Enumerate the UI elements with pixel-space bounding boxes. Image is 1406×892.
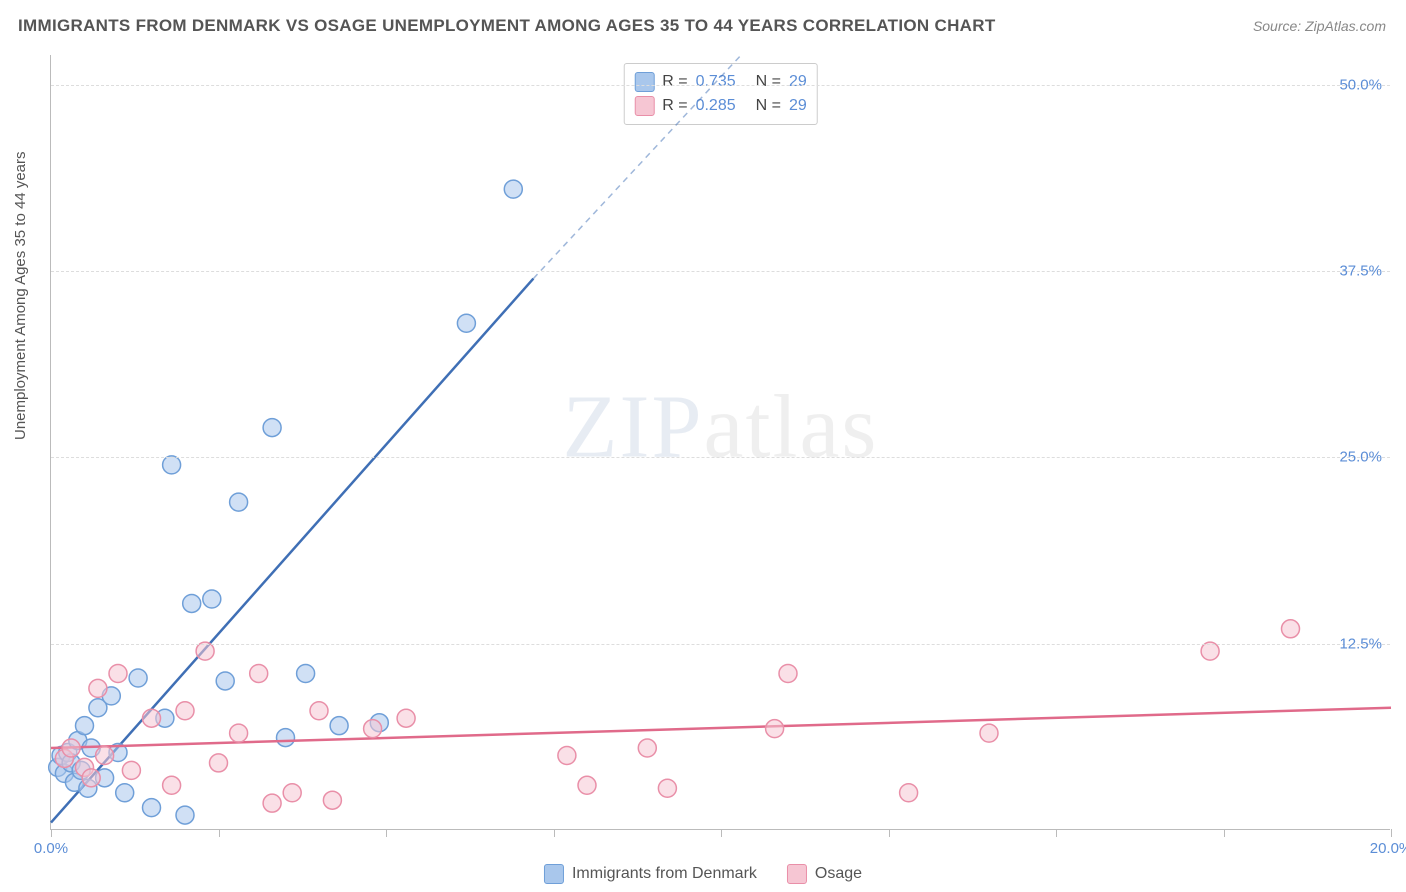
data-point bbox=[230, 724, 248, 742]
data-point bbox=[504, 180, 522, 198]
data-point bbox=[250, 665, 268, 683]
trend-line-dashed bbox=[533, 55, 741, 279]
legend-item-denmark: Immigrants from Denmark bbox=[544, 864, 757, 884]
data-point bbox=[163, 456, 181, 474]
gridline bbox=[51, 85, 1390, 86]
x-tick bbox=[219, 829, 220, 837]
x-tick bbox=[1391, 829, 1392, 837]
gridline bbox=[51, 644, 1390, 645]
x-tick bbox=[554, 829, 555, 837]
plot-area: ZIPatlas R = 0.735 N = 29 R = 0.285 N = … bbox=[50, 55, 1390, 830]
trend-line bbox=[51, 708, 1391, 748]
y-tick-label: 12.5% bbox=[1339, 635, 1382, 652]
data-point bbox=[129, 669, 147, 687]
data-point bbox=[658, 779, 676, 797]
x-tick bbox=[386, 829, 387, 837]
data-point bbox=[980, 724, 998, 742]
data-point bbox=[1201, 642, 1219, 660]
legend-swatch-osage bbox=[787, 864, 807, 884]
data-point bbox=[900, 784, 918, 802]
data-point bbox=[116, 784, 134, 802]
x-tick bbox=[1224, 829, 1225, 837]
legend-item-osage: Osage bbox=[787, 864, 862, 884]
data-point bbox=[638, 739, 656, 757]
data-point bbox=[263, 419, 281, 437]
data-point bbox=[779, 665, 797, 683]
data-point bbox=[310, 702, 328, 720]
x-tick bbox=[721, 829, 722, 837]
data-point bbox=[397, 709, 415, 727]
gridline bbox=[51, 457, 1390, 458]
chart-container: IMMIGRANTS FROM DENMARK VS OSAGE UNEMPLO… bbox=[0, 0, 1406, 892]
data-point bbox=[457, 314, 475, 332]
data-point bbox=[196, 642, 214, 660]
data-point bbox=[263, 794, 281, 812]
data-point bbox=[216, 672, 234, 690]
data-point bbox=[558, 746, 576, 764]
data-point bbox=[283, 784, 301, 802]
data-point bbox=[176, 806, 194, 824]
data-point bbox=[210, 754, 228, 772]
data-point bbox=[578, 776, 596, 794]
data-point bbox=[76, 717, 94, 735]
legend-label-osage: Osage bbox=[815, 865, 862, 883]
data-point bbox=[183, 594, 201, 612]
data-point bbox=[176, 702, 194, 720]
data-point bbox=[330, 717, 348, 735]
data-point bbox=[82, 769, 100, 787]
x-tick-label: 20.0% bbox=[1370, 840, 1406, 857]
data-point bbox=[109, 665, 127, 683]
y-tick-label: 25.0% bbox=[1339, 449, 1382, 466]
legend-bottom: Immigrants from Denmark Osage bbox=[544, 864, 862, 884]
legend-label-denmark: Immigrants from Denmark bbox=[572, 865, 757, 883]
data-point bbox=[62, 739, 80, 757]
data-point bbox=[122, 761, 140, 779]
data-point bbox=[297, 665, 315, 683]
data-point bbox=[766, 720, 784, 738]
y-tick-label: 50.0% bbox=[1339, 76, 1382, 93]
chart-title: IMMIGRANTS FROM DENMARK VS OSAGE UNEMPLO… bbox=[18, 16, 996, 36]
data-point bbox=[277, 729, 295, 747]
data-point bbox=[203, 590, 221, 608]
data-point bbox=[1282, 620, 1300, 638]
data-point bbox=[143, 709, 161, 727]
plot-svg bbox=[51, 55, 1390, 829]
data-point bbox=[89, 679, 107, 697]
y-axis-label: Unemployment Among Ages 35 to 44 years bbox=[12, 151, 29, 440]
x-tick bbox=[1056, 829, 1057, 837]
data-point bbox=[230, 493, 248, 511]
data-point bbox=[364, 720, 382, 738]
data-point bbox=[163, 776, 181, 794]
x-tick-label: 0.0% bbox=[34, 840, 68, 857]
data-point bbox=[143, 799, 161, 817]
source-attribution: Source: ZipAtlas.com bbox=[1253, 18, 1386, 34]
data-point bbox=[323, 791, 341, 809]
y-tick-label: 37.5% bbox=[1339, 263, 1382, 280]
x-tick bbox=[51, 829, 52, 837]
data-point bbox=[96, 746, 114, 764]
legend-swatch-denmark bbox=[544, 864, 564, 884]
x-tick bbox=[889, 829, 890, 837]
gridline bbox=[51, 271, 1390, 272]
